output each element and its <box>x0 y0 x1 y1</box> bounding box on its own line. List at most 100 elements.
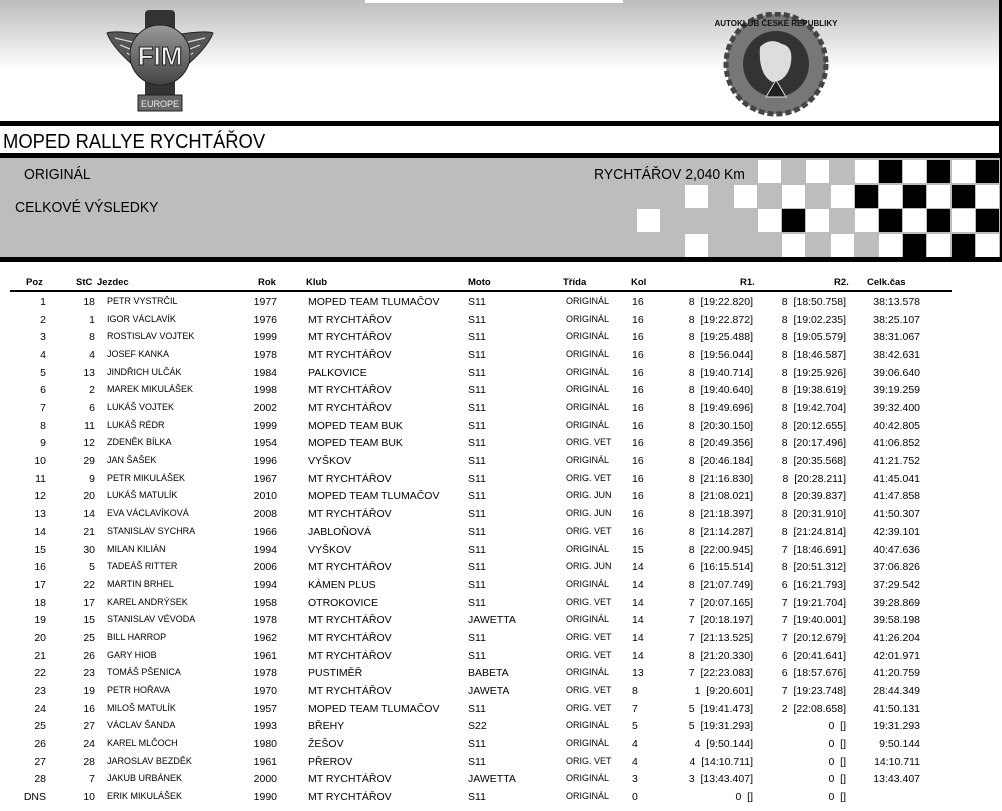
cell-r1: 8 [21:16.830] <box>688 472 753 485</box>
cell-kol: 16 <box>632 490 644 503</box>
cell-trida: ORIGINÁL <box>566 720 610 731</box>
cell-r1: 4 [14:10.711] <box>689 755 753 768</box>
cell-trida: ORIG. VET <box>566 702 612 713</box>
cell-jezdec: JAKUB URBÁNEK <box>107 773 183 784</box>
cell-moto: S22 <box>468 720 487 733</box>
table-row: 28 7 JAKUB URBÁNEK 2000 MT RYCHTÁŘOV JAWETTA O… <box>0 773 1000 790</box>
cell-rok: 1993 <box>253 720 277 733</box>
cell-r1: 4 [9:50.144] <box>694 738 753 750</box>
cell-moto: S11 <box>468 366 486 379</box>
cell-rok: 1961 <box>253 649 277 662</box>
flag-square <box>951 233 975 257</box>
flag-square <box>854 209 878 232</box>
cell-poz: 3 <box>40 331 46 344</box>
cell-r1: 3 [13:43.407] <box>688 773 753 786</box>
cell-stc: 30 <box>83 543 95 556</box>
header-underline <box>10 290 952 292</box>
cell-jezdec: JOSEF KANKA <box>107 349 170 360</box>
table-row: 2 1 IGOR VÁCLAVÍK 1976 MT RYCHTÁŘOV S11 ORIGIN… <box>0 314 1000 331</box>
table-row: 8 11 LUKÁŠ RÉDR 1999 MOPED TEAM BUK S11 ORIGIN… <box>0 420 1000 437</box>
cell-rok: 1957 <box>253 702 277 715</box>
cell-r1: 7 [21:13.525] <box>688 631 753 644</box>
cell-rok: 2006 <box>253 561 277 574</box>
cell-rok: 2008 <box>253 508 277 521</box>
table-row: 19 15 STANISLAV VÉVODA 1978 MT RYCHTÁŘOV JAWE… <box>0 614 1000 631</box>
cell-celk: 39:06.640 <box>873 366 920 379</box>
cell-celk: 38:13.578 <box>873 296 920 308</box>
cell-poz: 4 <box>40 349 46 362</box>
cell-celk: 40:47.636 <box>873 543 920 556</box>
autoklub-cr-logo: AUTOKLUB ČESKÉ REPUBLIKY <box>715 12 838 117</box>
table-row: 9 12 ZDENĚK BÍLKA 1954 MOPED TEAM BUK S11 ORIG… <box>0 437 1000 454</box>
cell-poz: 19 <box>34 614 46 627</box>
table-row: 12 20 LUKÁŠ MATULÍK 2010 MOPED TEAM TLUMAČOV… <box>0 490 1000 507</box>
cell-jezdec: JAROSLAV BEZDĚK <box>107 755 192 766</box>
report-type: CELKOVÉ VÝSLEDKY <box>15 199 159 216</box>
cell-celk: 41:26.204 <box>873 631 920 644</box>
cell-trida: ORIGINÁL <box>566 455 610 466</box>
cell-rok: 1980 <box>253 738 277 750</box>
cell-kol: 0 <box>632 791 638 804</box>
cell-r2: 7 [19:23.748] <box>781 684 846 697</box>
cell-r1: 8 [19:49.696] <box>688 402 753 415</box>
cell-r2: 8 [20:17.496] <box>781 437 846 450</box>
cell-moto: JAWETA <box>468 684 510 697</box>
table-row: 16 5 TADEÁŠ RITTER 2006 MT RYCHTÁŘOV S11 ORIG.… <box>0 561 1000 578</box>
cell-kol: 14 <box>632 578 644 591</box>
flag-square <box>830 233 854 257</box>
cell-trida: ORIGINÁL <box>566 419 610 430</box>
cell-stc: 2 <box>89 384 95 397</box>
cell-moto: S11 <box>468 349 486 362</box>
cell-klub: JABLOŇOVÁ <box>308 525 372 538</box>
cell-poz: 16 <box>34 561 46 574</box>
cell-celk: 41:50.307 <box>873 508 920 521</box>
cell-stc: 16 <box>83 702 95 715</box>
page-border <box>999 0 1002 262</box>
cell-jezdec: KAREL MLČOCH <box>107 738 178 748</box>
cell-moto: S11 <box>468 313 486 326</box>
cell-r2: 8 [18:50.758] <box>781 296 846 308</box>
cell-r2: 8 [20:12.655] <box>781 419 846 432</box>
col-header-moto: Moto <box>468 277 491 288</box>
cell-trida: ORIGINÁL <box>566 667 610 678</box>
cell-kol: 8 <box>632 684 638 697</box>
cell-rok: 2000 <box>253 773 277 786</box>
cell-r2: 8 [18:46.587] <box>781 349 846 362</box>
cell-r1: 8 [21:18.397] <box>688 508 753 521</box>
cell-trida: ORIG. VET <box>566 472 612 483</box>
divider <box>0 121 1002 126</box>
cell-r1: 8 [21:08.021] <box>688 490 753 503</box>
cell-moto: BABETA <box>468 667 509 680</box>
cell-moto: S11 <box>468 525 486 538</box>
cell-trida: ORIG. JUN <box>566 561 612 572</box>
cell-jezdec: TADEÁŠ RITTER <box>107 561 178 572</box>
cell-r1: 1 [9:20.601] <box>694 684 753 697</box>
cell-stc: 23 <box>83 667 95 680</box>
cell-celk: 39:28.869 <box>873 596 920 609</box>
cell-kol: 16 <box>632 384 644 397</box>
cell-kol: 5 <box>632 720 638 733</box>
cell-poz: 21 <box>34 649 46 662</box>
cell-kol: 16 <box>632 455 644 468</box>
cell-poz: 13 <box>34 508 46 521</box>
cell-kol: 15 <box>632 543 644 556</box>
cell-poz: 22 <box>34 667 46 680</box>
cell-rok: 1984 <box>253 366 277 379</box>
cell-klub: MT RYCHTÁŘOV <box>308 384 392 397</box>
cell-trida: ORIG. VET <box>566 649 612 660</box>
svg-text:EUROPE: EUROPE <box>141 99 179 109</box>
cell-jezdec: PETR VYSTRČIL <box>107 296 178 306</box>
cell-trida: ORIGINÁL <box>566 773 610 784</box>
cell-jezdec: LUKÁŠ VOJTEK <box>107 402 175 413</box>
cell-celk: 38:31.067 <box>873 331 920 344</box>
cell-jezdec: STANISLAV SYCHRA <box>107 525 196 536</box>
cell-rok: 2010 <box>253 490 277 503</box>
flag-square <box>758 209 781 232</box>
flag-square <box>975 184 999 208</box>
cell-stc: 11 <box>84 419 95 432</box>
cell-rok: 2002 <box>253 402 277 415</box>
flag-square <box>903 160 927 183</box>
flag-square <box>685 184 709 208</box>
cell-stc: 22 <box>83 578 95 591</box>
cell-klub: MOPED TEAM BUK <box>308 437 403 450</box>
